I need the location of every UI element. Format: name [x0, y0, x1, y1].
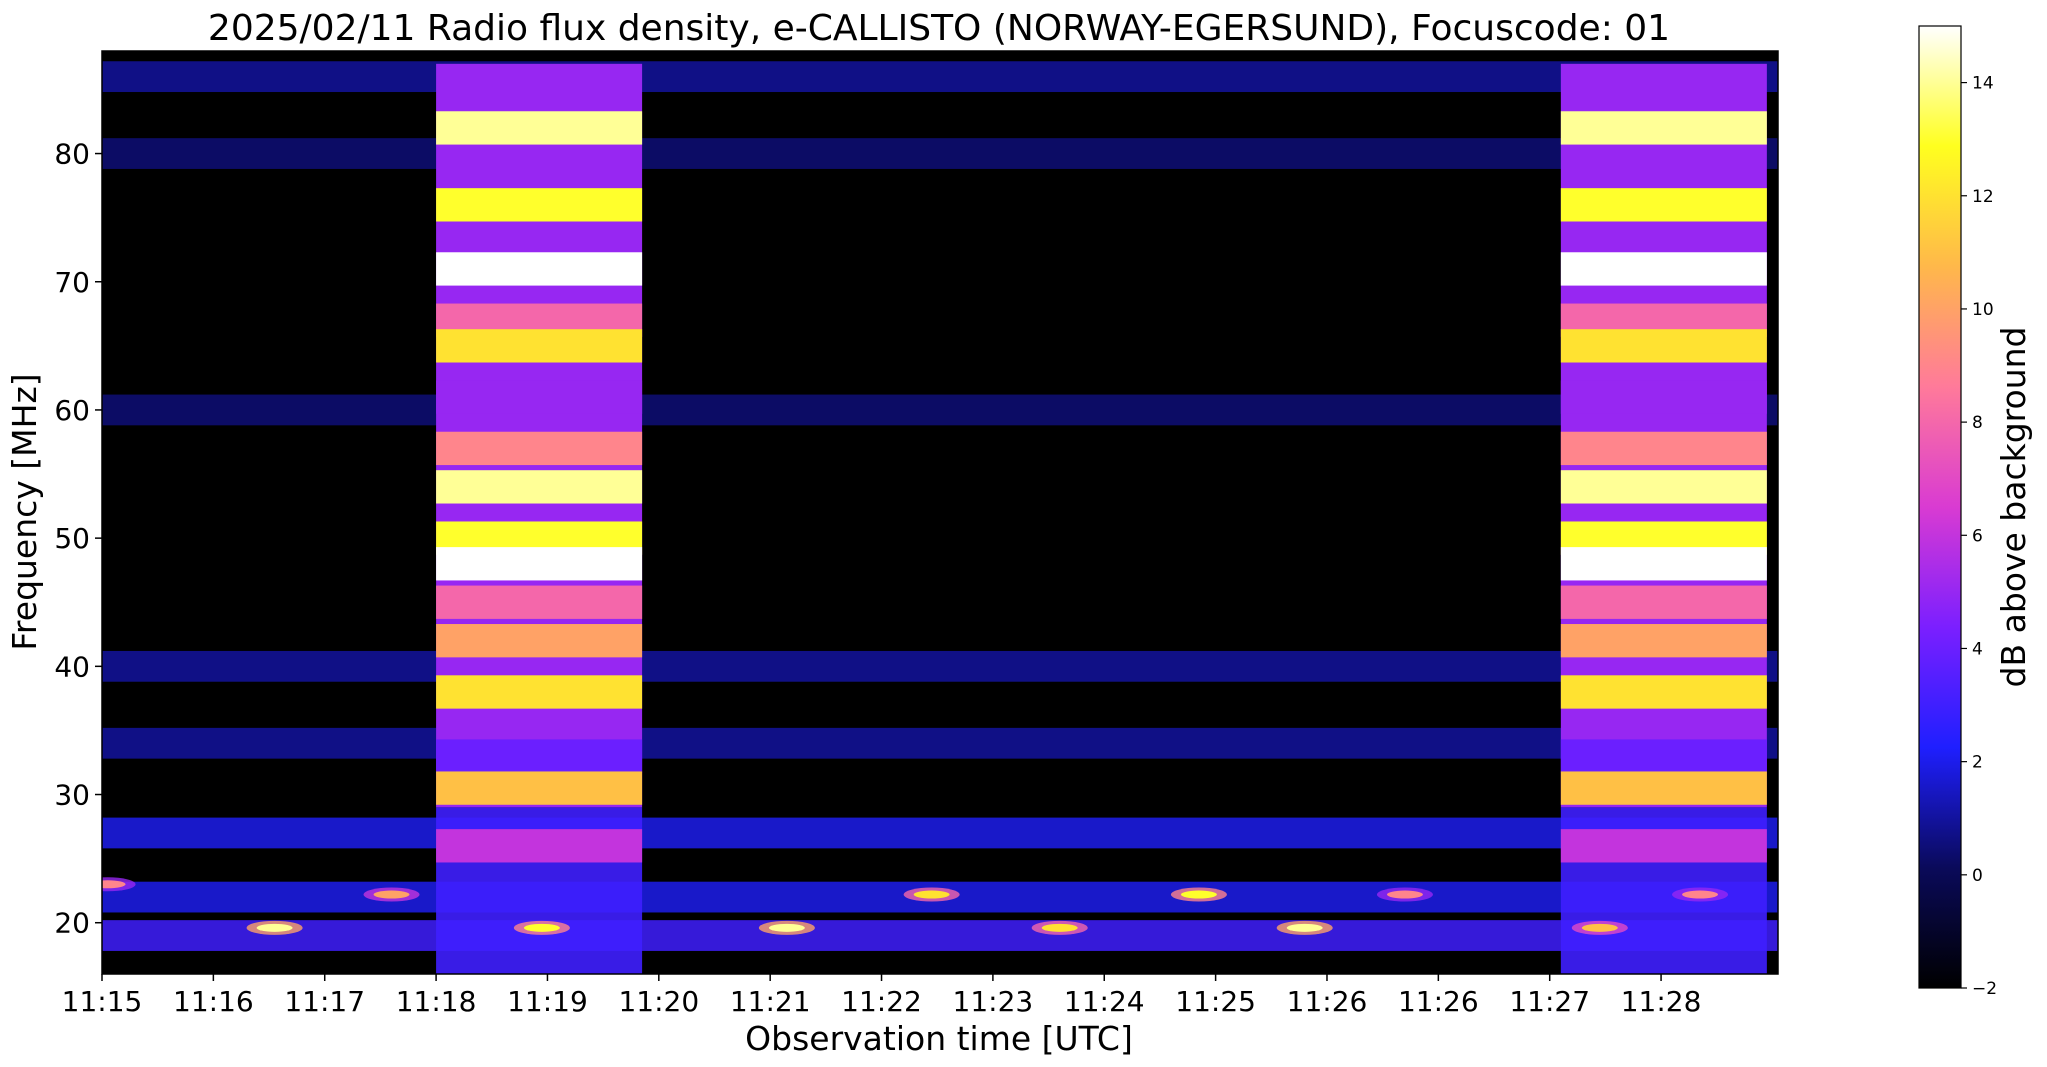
x-tick-label: 11:28: [1621, 985, 1702, 1018]
calibration-band: [1560, 585, 1767, 619]
x-tick-label: 11:16: [173, 985, 254, 1018]
colorbar: [1918, 25, 1962, 989]
calibration-band: [436, 252, 643, 286]
burst-core: [256, 923, 293, 932]
colorbar-axis: −2 0 2 4 6 8 10 12 14: [1961, 74, 1997, 999]
calibration-band: [436, 111, 643, 145]
burst-core: [1682, 890, 1719, 899]
colorbar-tick-label: 2: [1972, 753, 1983, 773]
x-tick-label: 11:18: [396, 985, 477, 1018]
calibration-band: [436, 624, 643, 658]
calibration-band: [1560, 252, 1767, 286]
calibration-band: [436, 431, 643, 466]
calibration-band: [1560, 470, 1767, 504]
colorbar-tick-label: 8: [1972, 413, 1983, 433]
calibration-band: [436, 771, 643, 805]
calibration-band: [1560, 829, 1767, 863]
calibration-band: [1560, 431, 1767, 466]
chart-title: 2025/02/11 Radio flux density, e-CALLIST…: [208, 8, 1670, 49]
colorbar-tick-label: −2: [1972, 979, 1997, 999]
calibration-band: [1560, 675, 1767, 709]
x-tick-label: 11:22: [841, 985, 922, 1018]
x-tick-label: 11:23: [953, 985, 1034, 1018]
y-tick-label: 80: [54, 138, 90, 171]
spectrogram-image: [102, 51, 1778, 974]
colorbar-label: dB above background: [1994, 327, 2033, 688]
burst-core: [1041, 923, 1078, 932]
calibration-band: [436, 329, 643, 363]
calibration-band: [436, 380, 643, 414]
y-tick-label: 70: [54, 266, 90, 299]
x-tick-label: 11:15: [62, 985, 143, 1018]
quiet-band: [102, 727, 1778, 759]
quiet-band: [102, 138, 1778, 169]
plot-frame: [101, 50, 1779, 975]
calibration-band: [436, 585, 643, 619]
burst-core: [102, 880, 126, 889]
burst-core: [768, 923, 805, 932]
colorbar-tick-label: 12: [1972, 187, 1994, 207]
calibration-band: [1560, 624, 1767, 658]
x-tick-label: 11:25: [1175, 985, 1256, 1018]
burst-core: [1286, 923, 1323, 932]
y-tick-label: 60: [54, 394, 90, 427]
x-tick-label: 11:26: [1287, 985, 1368, 1018]
quiet-band: [102, 650, 1778, 682]
calibration-band: [436, 470, 643, 504]
calibration-band: [436, 675, 643, 709]
burst-core: [913, 890, 950, 899]
y-tick-label: 40: [54, 650, 90, 683]
quiet-band: [102, 920, 1778, 951]
x-tick-label: 11:27: [1509, 985, 1590, 1018]
quiet-band: [102, 817, 1778, 849]
calibration-band: [436, 829, 643, 863]
x-tick-label: 11:20: [618, 985, 699, 1018]
burst-core: [373, 890, 410, 899]
x-tick-label: 11:17: [284, 985, 365, 1018]
colorbar-tick-label: 4: [1972, 639, 1983, 659]
y-tick-label: 30: [54, 779, 90, 812]
colorbar-tick-label: 0: [1972, 866, 1983, 886]
y-tick-label: 20: [54, 907, 90, 940]
x-axis-label: Observation time [UTC]: [745, 1019, 1133, 1058]
calibration-band: [1560, 329, 1767, 363]
calibration-band: [1560, 188, 1767, 222]
x-tick-label: 11:26: [1398, 985, 1479, 1018]
calibration-band: [1560, 771, 1767, 805]
calibration-band: [436, 547, 643, 581]
calibration-band: [1560, 380, 1767, 414]
calibration-band: [1560, 111, 1767, 145]
calibration-band: [436, 739, 643, 773]
x-tick-label: 11:21: [730, 985, 811, 1018]
y-axis-label: Frequency [MHz]: [5, 373, 44, 650]
calibration-band: [1560, 739, 1767, 773]
axes: 11:15 11:16 11:17 11:18 11:19 11:20 11:21 11:22…: [54, 138, 1701, 1018]
x-tick-label: 11:24: [1064, 985, 1145, 1018]
quiet-band: [102, 394, 1778, 426]
colorbar-tick-label: 14: [1972, 74, 1994, 94]
burst-core: [1386, 890, 1423, 899]
colorbar-tick-label: 6: [1972, 526, 1983, 546]
quiet-band: [102, 61, 1778, 93]
burst-core: [1581, 923, 1618, 932]
colorbar-tick-label: 10: [1972, 300, 1994, 320]
y-tick-label: 50: [54, 522, 90, 555]
calibration-band: [436, 188, 643, 222]
x-tick-label: 11:19: [507, 985, 588, 1018]
burst-core: [523, 923, 560, 932]
calibration-band: [1560, 547, 1767, 581]
burst-core: [1180, 890, 1217, 899]
